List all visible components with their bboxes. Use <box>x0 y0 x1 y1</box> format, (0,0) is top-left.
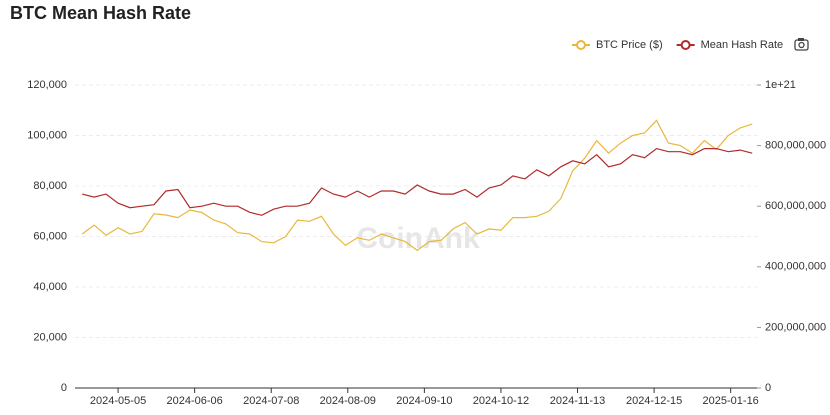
y2-tick-label: 0 <box>765 382 771 394</box>
x-tick-label: 2024-08-09 <box>320 395 376 407</box>
series-line <box>81 119 753 252</box>
x-tick-label: 2024-09-10 <box>396 395 452 407</box>
y-tick-label: 80,000 <box>33 180 67 192</box>
x-tick-label: 2024-10-12 <box>473 395 529 407</box>
x-tick-label: 2024-05-05 <box>90 395 146 407</box>
y-tick-label: 40,000 <box>33 281 67 293</box>
legend-marker[interactable] <box>576 40 586 50</box>
y2-tick-label: 1e+21 <box>765 79 796 91</box>
series-line <box>82 147 753 216</box>
y2-tick-label: 800,000,000 <box>765 140 826 152</box>
y-tick-label: 120,000 <box>27 79 67 91</box>
y2-tick-label: 600,000,000 <box>765 200 826 212</box>
x-tick-label: 2024-06-06 <box>167 395 223 407</box>
y-tick-label: 60,000 <box>33 230 67 242</box>
x-tick-label: 2025-01-16 <box>703 395 759 407</box>
y-tick-label: 100,000 <box>27 129 67 141</box>
x-tick-label: 2024-07-08 <box>243 395 299 407</box>
legend-label[interactable]: Mean Hash Rate <box>701 39 784 51</box>
legend-label[interactable]: BTC Price ($) <box>596 39 663 51</box>
x-tick-label: 2024-11-13 <box>550 395 605 407</box>
legend-marker[interactable] <box>680 40 691 50</box>
x-tick-label: 2024-12-15 <box>626 395 682 407</box>
y2-tick-label: 200,000,000 <box>765 321 826 333</box>
y-tick-label: 0 <box>61 382 67 394</box>
camera-icon[interactable] <box>794 38 809 51</box>
y2-tick-label: 400,000,000 <box>765 261 826 273</box>
chart-title: BTC Mean Hash Rate <box>10 3 191 23</box>
y-tick-label: 20,000 <box>33 331 67 343</box>
